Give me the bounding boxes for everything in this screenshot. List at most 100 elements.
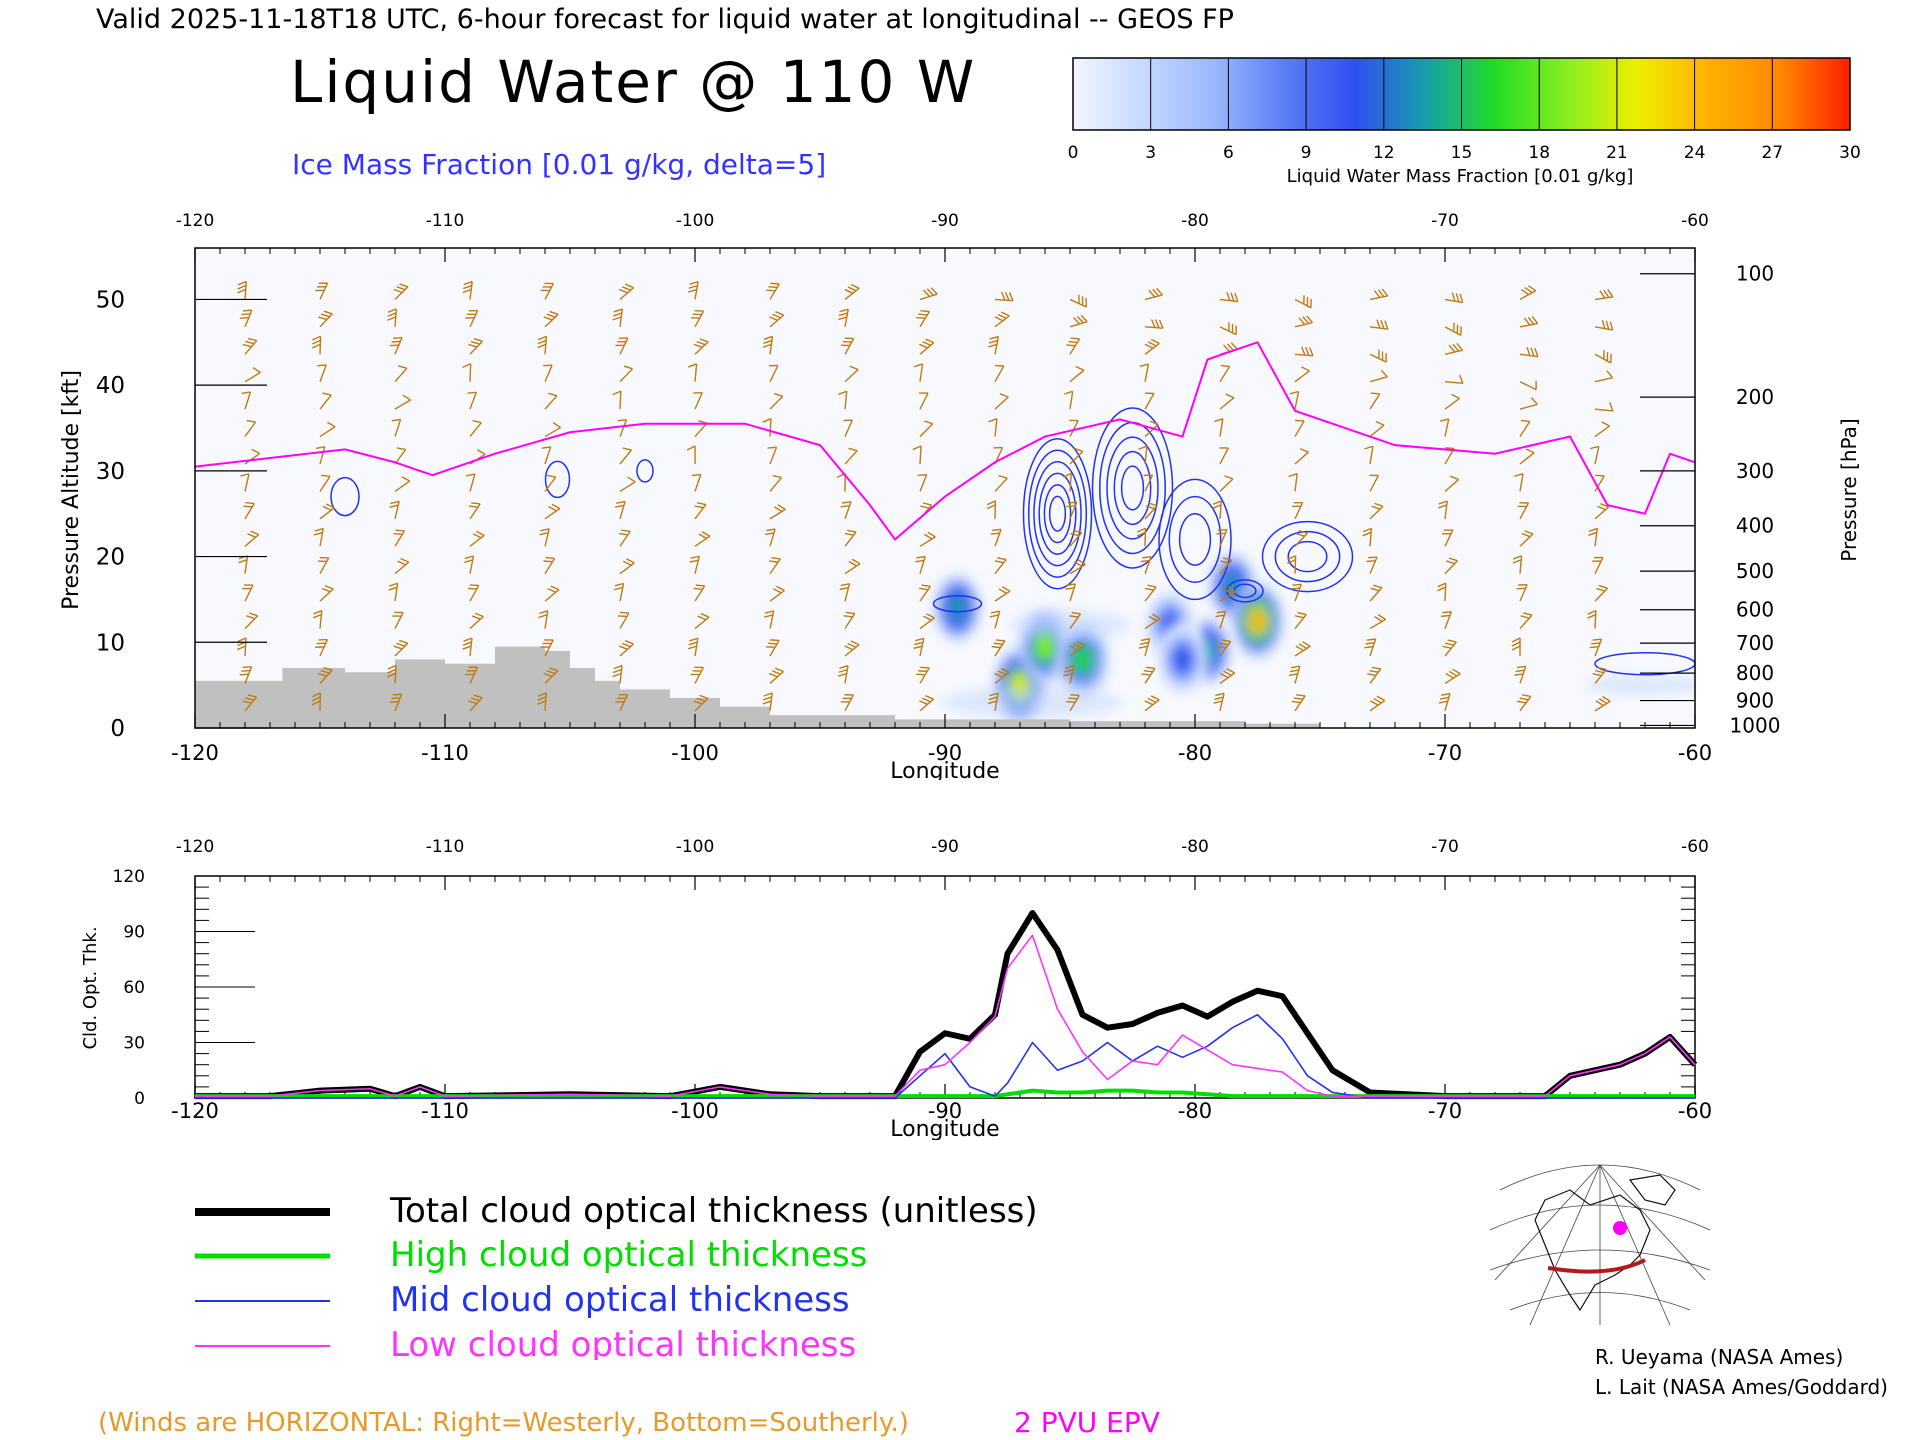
- wind-barb: [389, 336, 403, 355]
- wind-barb: [1294, 611, 1307, 630]
- wind-barb: [693, 391, 703, 410]
- wind-barb: [837, 665, 849, 684]
- wind-barb: [838, 308, 849, 327]
- legend-label-high: High cloud optical thickness: [390, 1235, 867, 1275]
- wind-barb: [764, 610, 775, 629]
- wind-barb: [991, 639, 1006, 657]
- wind-barb: [244, 612, 259, 630]
- wind-barb: [1594, 319, 1614, 331]
- wind-barb: [843, 419, 853, 437]
- wind-barb: [1367, 666, 1382, 684]
- wind-barb: [1288, 665, 1301, 684]
- y-tick-label: 30: [96, 459, 125, 485]
- wind-barb: [1144, 287, 1163, 301]
- wind-barb: [242, 584, 254, 602]
- ice-contour: [1043, 484, 1072, 544]
- wind-barb: [987, 692, 999, 711]
- wind-barb: [1138, 637, 1151, 657]
- wind-barb: [615, 693, 629, 712]
- x-tick-label-top: -70: [1431, 211, 1459, 231]
- wind-barb: [244, 530, 260, 547]
- pressure-tick-label: 1000: [1730, 713, 1781, 737]
- wind-barb: [612, 390, 622, 410]
- y-tick-label: 20: [96, 545, 125, 571]
- y-tick-label: 120: [113, 867, 145, 887]
- top-x-axis-label: Longitude: [890, 759, 999, 780]
- ice-contour: [1113, 450, 1152, 526]
- liquid-water-blob: [1056, 621, 1109, 698]
- wind-barb: [691, 473, 702, 492]
- wind-barb: [311, 692, 322, 711]
- wind-barb: [244, 419, 257, 437]
- x-tick-label-top: -100: [676, 837, 715, 857]
- wind-barb: [469, 612, 484, 630]
- wind-barb: [1219, 291, 1239, 303]
- wind-barb: [1369, 369, 1388, 383]
- wind-barb: [319, 474, 331, 492]
- wind-barb: [468, 694, 483, 712]
- colorbar-title: Liquid Water Mass Fraction [0.01 g/kg]: [1286, 166, 1634, 187]
- wind-barb: [241, 391, 252, 410]
- ice-contour: [330, 476, 360, 517]
- pressure-tick-label: 400: [1736, 514, 1774, 538]
- wind-barb: [1138, 445, 1148, 465]
- y-tick-label: 0: [110, 716, 125, 742]
- x-tick-label-top: -120: [176, 837, 215, 857]
- wind-barb: [1219, 364, 1231, 383]
- bottom-plot-frame: [194, 875, 1696, 1099]
- y-tick-label: 10: [96, 630, 125, 656]
- wind-barb: [1438, 692, 1451, 712]
- wind-barb: [919, 531, 936, 547]
- wind-barb: [688, 363, 698, 382]
- ice-contour-group: [1091, 407, 1174, 569]
- wind-barb: [1213, 692, 1225, 712]
- wind-barb: [838, 390, 848, 410]
- x-tick-label-top: -60: [1681, 837, 1709, 857]
- wind-barb: [765, 528, 776, 547]
- wind-barb: [989, 610, 1001, 629]
- x-tick-label-top: -110: [426, 211, 465, 231]
- wind-barb: [919, 287, 938, 301]
- wind-barb: [465, 473, 476, 492]
- wind-barb: [615, 337, 629, 355]
- wind-barb: [767, 446, 778, 465]
- wind-barb: [619, 558, 635, 575]
- wind-barb: [1594, 289, 1614, 301]
- wind-barb: [465, 309, 479, 328]
- wind-barb: [462, 363, 472, 382]
- wind-barb: [1212, 500, 1223, 519]
- wind-barb: [1589, 638, 1603, 657]
- wind-barb: [1062, 472, 1072, 492]
- top-axes: -120 -120 -110 -110 -100 -100 -90 -90 -80 -80 -70 -…: [96, 211, 1781, 765]
- location-map-icon: [1490, 1164, 1710, 1325]
- wind-barb: [1069, 529, 1083, 547]
- wind-barb: [319, 421, 336, 438]
- wind-barb: [1512, 555, 1523, 574]
- wind-barb: [465, 666, 479, 684]
- wind-barb: [1362, 527, 1373, 547]
- wind-barb: [844, 558, 861, 575]
- wind-barb: [1444, 475, 1460, 492]
- wind-barb: [1294, 529, 1308, 547]
- colorbar-tick-label: 30: [1839, 143, 1861, 163]
- ice-contour: [544, 460, 571, 499]
- wind-barb: [917, 474, 928, 492]
- wind-barb: [468, 502, 481, 520]
- wind-barb: [1141, 666, 1156, 684]
- credit-line-2: L. Lait (NASA Ames/Goddard): [1595, 1375, 1888, 1399]
- wind-barb: [1294, 315, 1314, 328]
- x-tick-label: -100: [671, 1099, 719, 1123]
- wind-barb: [766, 282, 780, 300]
- wind-barb: [913, 637, 925, 657]
- wind-barb: [540, 639, 554, 657]
- wind-barb: [540, 282, 555, 300]
- y-tick-label: 50: [96, 287, 125, 313]
- wind-barb: [237, 637, 247, 657]
- mid-series-line: [195, 1013, 1695, 1099]
- wind-barb: [762, 335, 774, 355]
- wind-barb: [1442, 529, 1454, 547]
- wind-barb: [689, 555, 701, 574]
- wind-barb: [1590, 445, 1600, 465]
- wind-barb: [1216, 528, 1228, 547]
- wind-barb: [539, 528, 550, 547]
